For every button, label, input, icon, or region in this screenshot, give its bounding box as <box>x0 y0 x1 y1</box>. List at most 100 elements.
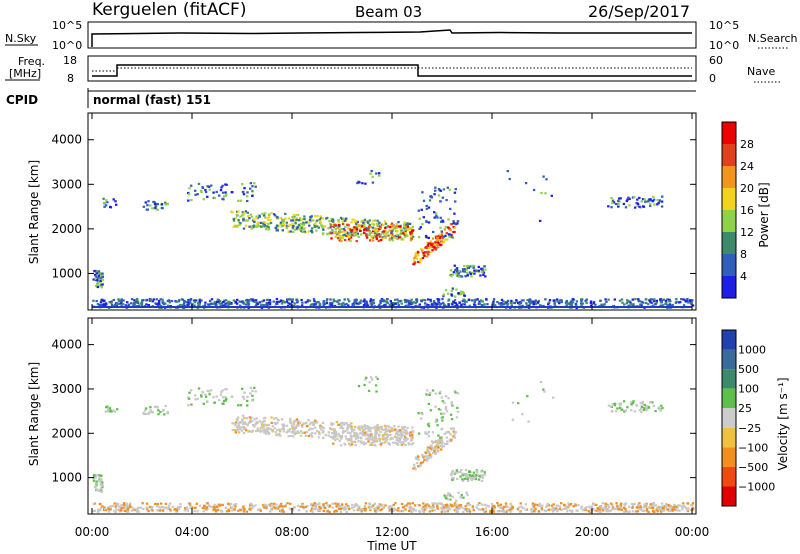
scatter-cell <box>288 298 292 301</box>
scatter-cell <box>472 477 476 480</box>
scatter-cell <box>257 221 261 225</box>
scatter-cell <box>386 234 389 237</box>
scatter-cell <box>374 227 377 230</box>
scatter-cell <box>317 300 320 304</box>
scatter-cell <box>547 504 550 507</box>
scatter-cell <box>397 303 400 306</box>
scatter-cell <box>560 509 563 512</box>
scatter-cell <box>375 428 379 431</box>
scatter-cell <box>601 507 604 510</box>
scatter-cell <box>299 421 302 424</box>
scatter-cell <box>116 408 119 411</box>
scatter-cell <box>455 416 459 419</box>
scatter-cell <box>210 389 213 392</box>
scatter-cell <box>477 270 481 273</box>
scatter-cell <box>394 230 398 233</box>
scatter-cell <box>213 197 216 200</box>
scatter-cell <box>436 216 439 219</box>
scatter-cell <box>338 439 341 442</box>
scatter-cell <box>528 300 531 303</box>
scatter-cell <box>342 422 345 425</box>
scatter-cell <box>174 508 177 511</box>
scatter-cell <box>266 217 269 220</box>
scatter-cell <box>313 225 316 228</box>
scatter-cell <box>363 504 367 508</box>
scatter-cell <box>201 186 204 189</box>
scatter-cell <box>384 429 388 432</box>
scatter-cell <box>334 502 337 505</box>
scatter-cell <box>340 425 343 428</box>
scatter-cell <box>453 436 456 439</box>
scatter-cell <box>355 434 358 437</box>
scatter-cell <box>490 502 494 506</box>
scatter-cell <box>673 503 676 506</box>
scatter-cell <box>474 299 477 302</box>
scatter-cell <box>294 221 297 224</box>
scatter-cell <box>101 283 104 286</box>
scatter-cell <box>373 219 377 222</box>
scatter-cell <box>355 222 358 225</box>
scatter-cell <box>377 233 381 236</box>
scatter-cell <box>103 506 106 509</box>
scatter-cell <box>193 304 196 307</box>
scatter-cell <box>443 401 446 404</box>
scatter-cell <box>161 298 164 301</box>
scatter-cell <box>480 479 484 482</box>
scatter-cell <box>571 301 575 304</box>
scatter-cell <box>440 506 443 510</box>
scatter-cell <box>187 396 190 399</box>
scatter-cell <box>336 227 339 230</box>
scatter-cell <box>291 230 295 233</box>
scatter-cell <box>393 428 397 431</box>
scatter-cell <box>379 239 383 242</box>
scatter-cell <box>599 299 602 302</box>
scatter-cell <box>345 507 348 510</box>
scatter-cell <box>213 301 217 304</box>
scatter-cell <box>290 431 294 434</box>
scatter-cell <box>437 302 441 305</box>
scatter-cell <box>401 434 404 437</box>
scatter-cell <box>324 434 327 437</box>
scatter-cell <box>426 244 429 247</box>
scatter-cell <box>589 300 593 303</box>
scatter-cell <box>267 423 270 426</box>
scatter-cell <box>403 425 406 429</box>
scatter-cell <box>476 503 480 506</box>
scatter-cell <box>369 430 372 433</box>
scatter-cell <box>473 272 476 275</box>
scatter-cell <box>477 269 481 272</box>
scatter-cell <box>335 420 338 424</box>
scatter-cell <box>175 509 179 512</box>
scatter-cell <box>460 494 463 497</box>
scatter-cell <box>464 468 468 472</box>
scatter-cell <box>436 439 440 442</box>
scatter-cell <box>213 503 216 506</box>
scatter-cell <box>244 299 248 302</box>
scatter-cell <box>151 509 154 512</box>
scatter-cell <box>458 301 461 304</box>
scatter-cell <box>350 430 354 433</box>
scatter-cell <box>400 436 403 439</box>
scatter-cell <box>660 506 663 509</box>
scatter-cell <box>397 507 400 510</box>
scatter-cell <box>640 407 643 410</box>
scatter-cell <box>687 301 690 304</box>
scatter-cell <box>262 221 265 224</box>
scatter-cell <box>622 400 626 403</box>
scatter-cell <box>187 299 190 302</box>
scatter-cell <box>534 507 537 510</box>
scatter-cell <box>525 304 529 307</box>
scatter-cell <box>509 510 512 513</box>
scatter-cell <box>353 229 356 232</box>
scatter-cell <box>645 408 648 411</box>
scatter-cell <box>397 434 400 437</box>
scatter-cell <box>282 299 285 303</box>
scatter-cell <box>415 253 418 256</box>
scatter-cell <box>334 235 338 238</box>
scatter-cell <box>280 302 284 305</box>
scatter-cell <box>417 209 420 212</box>
scatter-cell <box>303 431 307 434</box>
scatter-cell <box>419 461 423 464</box>
scatter-cell <box>481 270 484 274</box>
scatter-cell <box>451 504 454 507</box>
